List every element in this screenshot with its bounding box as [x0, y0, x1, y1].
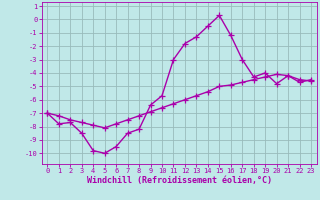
X-axis label: Windchill (Refroidissement éolien,°C): Windchill (Refroidissement éolien,°C): [87, 176, 272, 185]
